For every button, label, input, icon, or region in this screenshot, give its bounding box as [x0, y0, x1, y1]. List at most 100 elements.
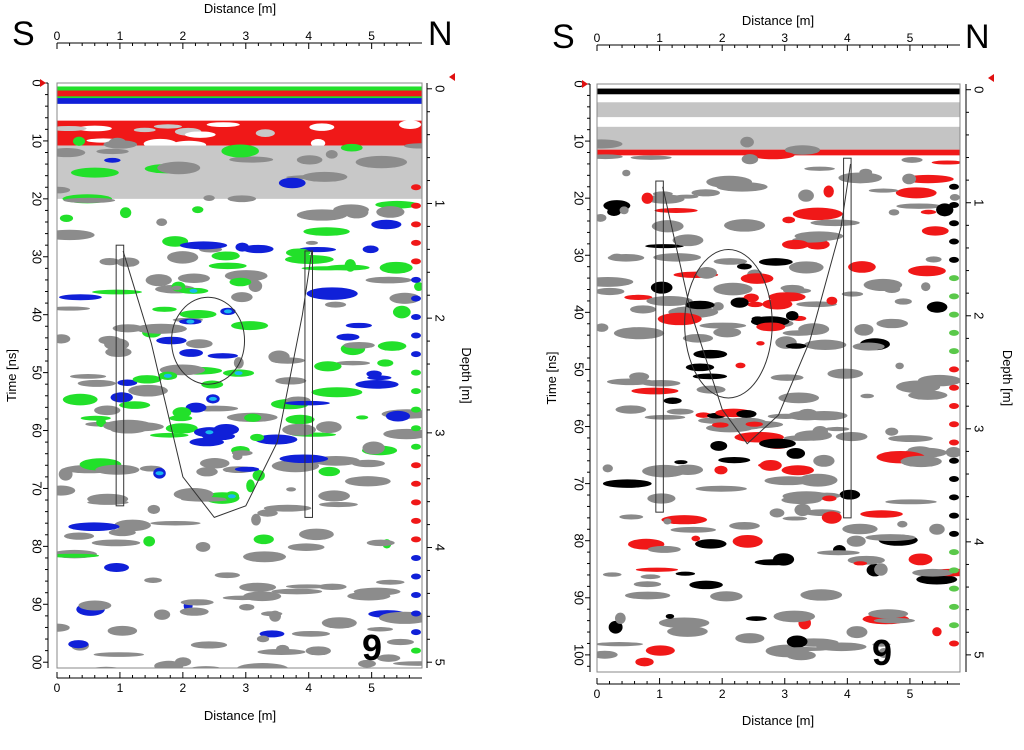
- reflection-blob: [179, 310, 217, 319]
- reflection-blob: [128, 384, 168, 397]
- reflection-blob: [624, 591, 671, 600]
- reflection-blob: [392, 305, 411, 319]
- marker-rectangle: [304, 250, 313, 518]
- edge-ringing: [949, 476, 959, 483]
- reflection-blob: [376, 579, 405, 585]
- reflection-blob: [695, 412, 712, 418]
- reflection-blob: [286, 248, 311, 257]
- time-axis-title: Time [ns]: [544, 352, 559, 405]
- edge-ringing: [949, 293, 959, 300]
- reflection-blob: [781, 496, 822, 505]
- reflection-blob: [57, 553, 100, 558]
- target-reflection: [714, 465, 728, 475]
- reflection-blob: [665, 613, 675, 619]
- target-reflection: [781, 239, 809, 250]
- reflection-blob: [630, 305, 657, 314]
- direct-wave-gap: [133, 127, 156, 133]
- x-tick-label: 2: [180, 681, 187, 695]
- reflection-blob: [72, 136, 86, 146]
- reflection-blob: [64, 532, 95, 540]
- reflection-blob: [107, 625, 138, 636]
- reflection-blob: [812, 426, 828, 438]
- reflection-blob: [912, 568, 954, 577]
- reflection-blob: [798, 473, 838, 487]
- reflection-blob: [798, 189, 814, 202]
- target-core: [155, 471, 164, 476]
- marker-rectangle: [655, 180, 664, 513]
- reflection-blob: [629, 372, 650, 381]
- reflection-blob: [196, 467, 218, 477]
- reflection-blob: [316, 421, 342, 434]
- reflection-blob: [105, 347, 132, 358]
- reflection-blob: [772, 553, 795, 566]
- edge-ringing: [949, 202, 959, 209]
- edge-ringing: [949, 585, 959, 592]
- reflection-blob: [689, 580, 723, 590]
- reflection-blob: [344, 476, 391, 487]
- reflection-blob: [192, 206, 204, 214]
- direct-wave-band: [57, 90, 422, 97]
- reflection-blob: [813, 454, 835, 467]
- x-tick-label: 5: [368, 681, 375, 695]
- x-tick-label: 1: [117, 681, 124, 695]
- direct-wave-band: [597, 88, 960, 95]
- reflection-blob: [873, 617, 915, 624]
- edge-ringing: [411, 388, 421, 395]
- time-tick-label: 70: [572, 476, 587, 490]
- target-reflection: [152, 306, 177, 312]
- reflection-blob: [674, 460, 688, 465]
- target-core: [223, 309, 232, 314]
- reflection-blob: [852, 342, 885, 351]
- reflection-blob: [377, 359, 394, 367]
- reflection-blob: [57, 623, 70, 632]
- reflection-blob: [853, 561, 868, 566]
- reflection-blob: [800, 410, 848, 421]
- x-tick-label: 5: [907, 687, 914, 701]
- reflection-blob: [876, 318, 909, 329]
- reflection-blob: [150, 432, 189, 438]
- edge-ringing: [949, 366, 959, 373]
- reflection-blob: [58, 467, 73, 481]
- reflection-blob: [782, 216, 796, 224]
- reflection-blob: [675, 571, 696, 576]
- edge-ringing: [949, 183, 959, 190]
- reflection-blob: [144, 577, 162, 583]
- reflection-blob: [256, 635, 270, 643]
- reflection-blob: [635, 567, 679, 572]
- depth-tick-label: 4: [972, 538, 987, 545]
- reflection-blob: [355, 155, 408, 169]
- reflection-blob: [119, 207, 132, 219]
- reflection-blob: [782, 647, 830, 652]
- target-reflection: [718, 457, 751, 464]
- reflection-blob: [253, 534, 274, 545]
- reflection-blob: [150, 521, 201, 526]
- reflection-blob: [305, 646, 331, 656]
- reflection-blob: [246, 479, 255, 493]
- edge-ringing: [411, 425, 421, 432]
- reflection-blob: [597, 276, 634, 287]
- x-tick-label: 4: [305, 681, 312, 695]
- reflection-blob: [615, 405, 647, 414]
- x-tick-label: 3: [781, 687, 788, 701]
- reflection-blob: [597, 650, 618, 659]
- edge-ringing: [411, 536, 421, 543]
- direct-wave-gap: [77, 125, 112, 132]
- edge-ringing: [949, 238, 959, 245]
- x-axis-title-top: Distance [m]: [204, 1, 276, 16]
- reflection-blob: [231, 450, 253, 456]
- reflection-blob: [780, 284, 805, 292]
- reflection-blob: [102, 669, 117, 673]
- x-tick-label: 3: [781, 31, 788, 45]
- reflection-blob: [239, 603, 255, 611]
- x-tick-label: 5: [907, 31, 914, 45]
- reflection-blob: [631, 387, 679, 395]
- reflection-blob: [231, 292, 253, 303]
- reflection-blob: [838, 172, 883, 184]
- reflection-blob: [901, 156, 923, 163]
- reflection-blob: [633, 581, 662, 588]
- x-tick-label: 2: [180, 29, 187, 43]
- reflection-blob: [597, 139, 623, 149]
- x-tick-label: 2: [719, 31, 726, 45]
- x-tick-label: 0: [594, 31, 601, 45]
- target-core: [163, 373, 172, 378]
